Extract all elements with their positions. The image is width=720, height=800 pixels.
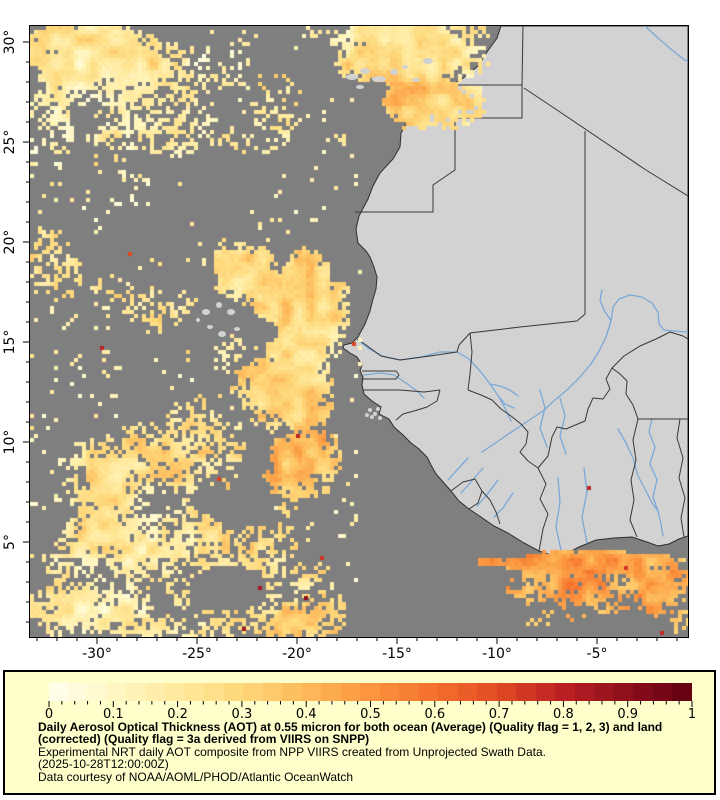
- island: [368, 408, 372, 412]
- aot-data-layer: [30, 26, 688, 637]
- island: [196, 318, 200, 322]
- aot-map-figure: -30° -25° -20° -15° -10° -5° 30° 25° 20° 15° 10° 5°: [2, 25, 689, 662]
- x-tick-label: -25°: [182, 646, 212, 662]
- y-tick-label: 15°: [2, 330, 18, 355]
- x-tick-label: -10°: [482, 646, 512, 662]
- caption-title: Daily Aerosol Optical Thickness (AOT) at…: [38, 720, 663, 747]
- colorbar-tick-label: 0.7: [489, 707, 510, 721]
- island: [370, 415, 374, 419]
- y-tick-label: 20°: [2, 230, 18, 255]
- island: [227, 309, 235, 315]
- x-tick-label: -20°: [282, 646, 312, 662]
- map-frame: [29, 25, 689, 638]
- y-tick-label: 5°: [2, 534, 18, 550]
- colorbar-tick-label: 0: [45, 707, 53, 721]
- island: [346, 74, 358, 80]
- axes-layer: -30° -25° -20° -15° -10° -5° 30° 25° 20° 15° 10° 5°: [2, 25, 689, 662]
- y-tick-label: 10°: [2, 430, 18, 455]
- y-tick-label: 25°: [2, 130, 18, 155]
- caption-line: Data courtesy of NOAA/AOML/PHOD/Atlantic…: [38, 769, 353, 784]
- colorbar-tick-label: 0.5: [360, 707, 381, 721]
- colorbar-tick-label: 0.9: [617, 707, 638, 721]
- island: [376, 407, 380, 411]
- island: [207, 325, 213, 329]
- island: [365, 413, 369, 417]
- colorbar-tick-label: 1: [688, 707, 696, 721]
- caption-line: Experimental NRT daily AOT composite fro…: [38, 744, 546, 759]
- x-tick-label: -15°: [382, 646, 412, 662]
- island: [218, 331, 226, 337]
- island: [373, 412, 377, 416]
- colorbar-tick-label: 0.4: [296, 707, 317, 721]
- x-tick-label: -30°: [82, 646, 112, 662]
- island: [216, 302, 222, 308]
- caption-block: Daily Aerosol Optical Thickness (AOT) at…: [38, 721, 698, 783]
- caption-line: (2025-10-28T12:00:00Z): [38, 757, 169, 772]
- colorbar-tick-label: 0.2: [167, 707, 188, 721]
- island: [372, 76, 386, 82]
- colorbar: [49, 683, 692, 701]
- island: [360, 68, 370, 74]
- legend-panel: 0 0.1 0.2 0.3 0.4 0.5 0.6 0.7 0.8 0.9 1 Daily Aero…: [3, 670, 716, 795]
- island: [412, 78, 420, 82]
- island: [402, 65, 408, 69]
- island: [378, 416, 382, 420]
- colorbar-tick-label: 0.8: [553, 707, 574, 721]
- colorbar-tick-label: 0.1: [103, 707, 124, 721]
- island: [423, 58, 433, 64]
- island: [202, 309, 210, 315]
- colorbar-tick-label: 0.3: [232, 707, 253, 721]
- island: [356, 85, 364, 89]
- colorbar-ticks: 0 0.1 0.2 0.3 0.4 0.5 0.6 0.7 0.8 0.9 1: [45, 701, 696, 721]
- x-tick-label: -5°: [587, 646, 608, 662]
- island: [234, 327, 240, 331]
- colorbar-tick-label: 0.6: [424, 707, 445, 721]
- island: [390, 69, 398, 75]
- y-tick-label: 30°: [2, 30, 18, 55]
